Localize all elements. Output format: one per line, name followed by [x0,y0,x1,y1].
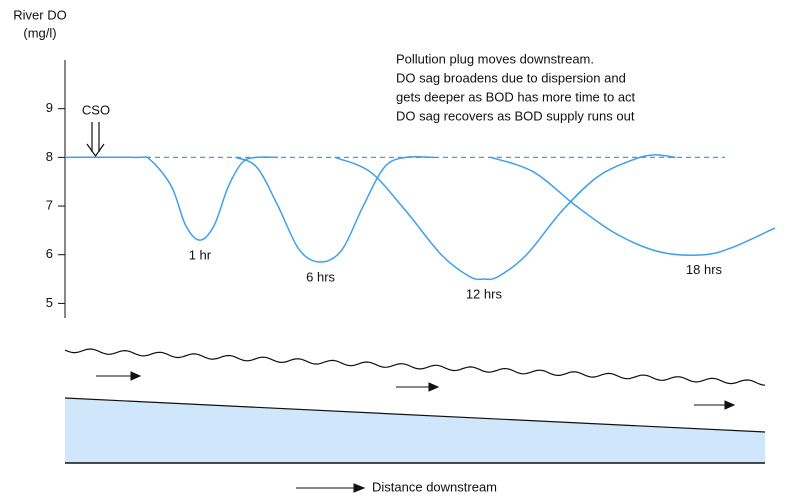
do-curve [335,155,676,279]
y-tick-label: 5 [46,295,53,310]
water-surface [65,349,765,385]
curve-label: 1 hr [189,248,212,263]
annotation: DO sag recovers as BOD supply runs out [396,108,635,123]
curve-label: 12 hrs [466,286,503,301]
do-curve [491,157,775,255]
annotation: Pollution plug moves downstream. [396,51,594,66]
y-tick-label: 9 [46,100,53,115]
do-curve [65,157,278,240]
cso-arrow [87,122,104,156]
y-axis-label: River DO [13,7,66,22]
chart: River DO (mg/l) Pollution plug moves dow… [0,0,788,496]
annotation: DO sag broadens due to dispersion and [396,70,626,85]
y-tick-label: 6 [46,246,53,261]
curve-label: 18 hrs [686,262,723,277]
y-tick-label: 8 [46,149,53,164]
x-axis-label: Distance downstream [372,479,497,494]
cso-label: CSO [82,102,110,117]
river-bed [65,398,765,463]
y-tick-label: 7 [46,197,53,212]
annotation: gets deeper as BOD has more time to act [396,89,636,104]
curve-label: 6 hrs [306,269,335,284]
y-axis-label: (mg/l) [23,25,56,40]
